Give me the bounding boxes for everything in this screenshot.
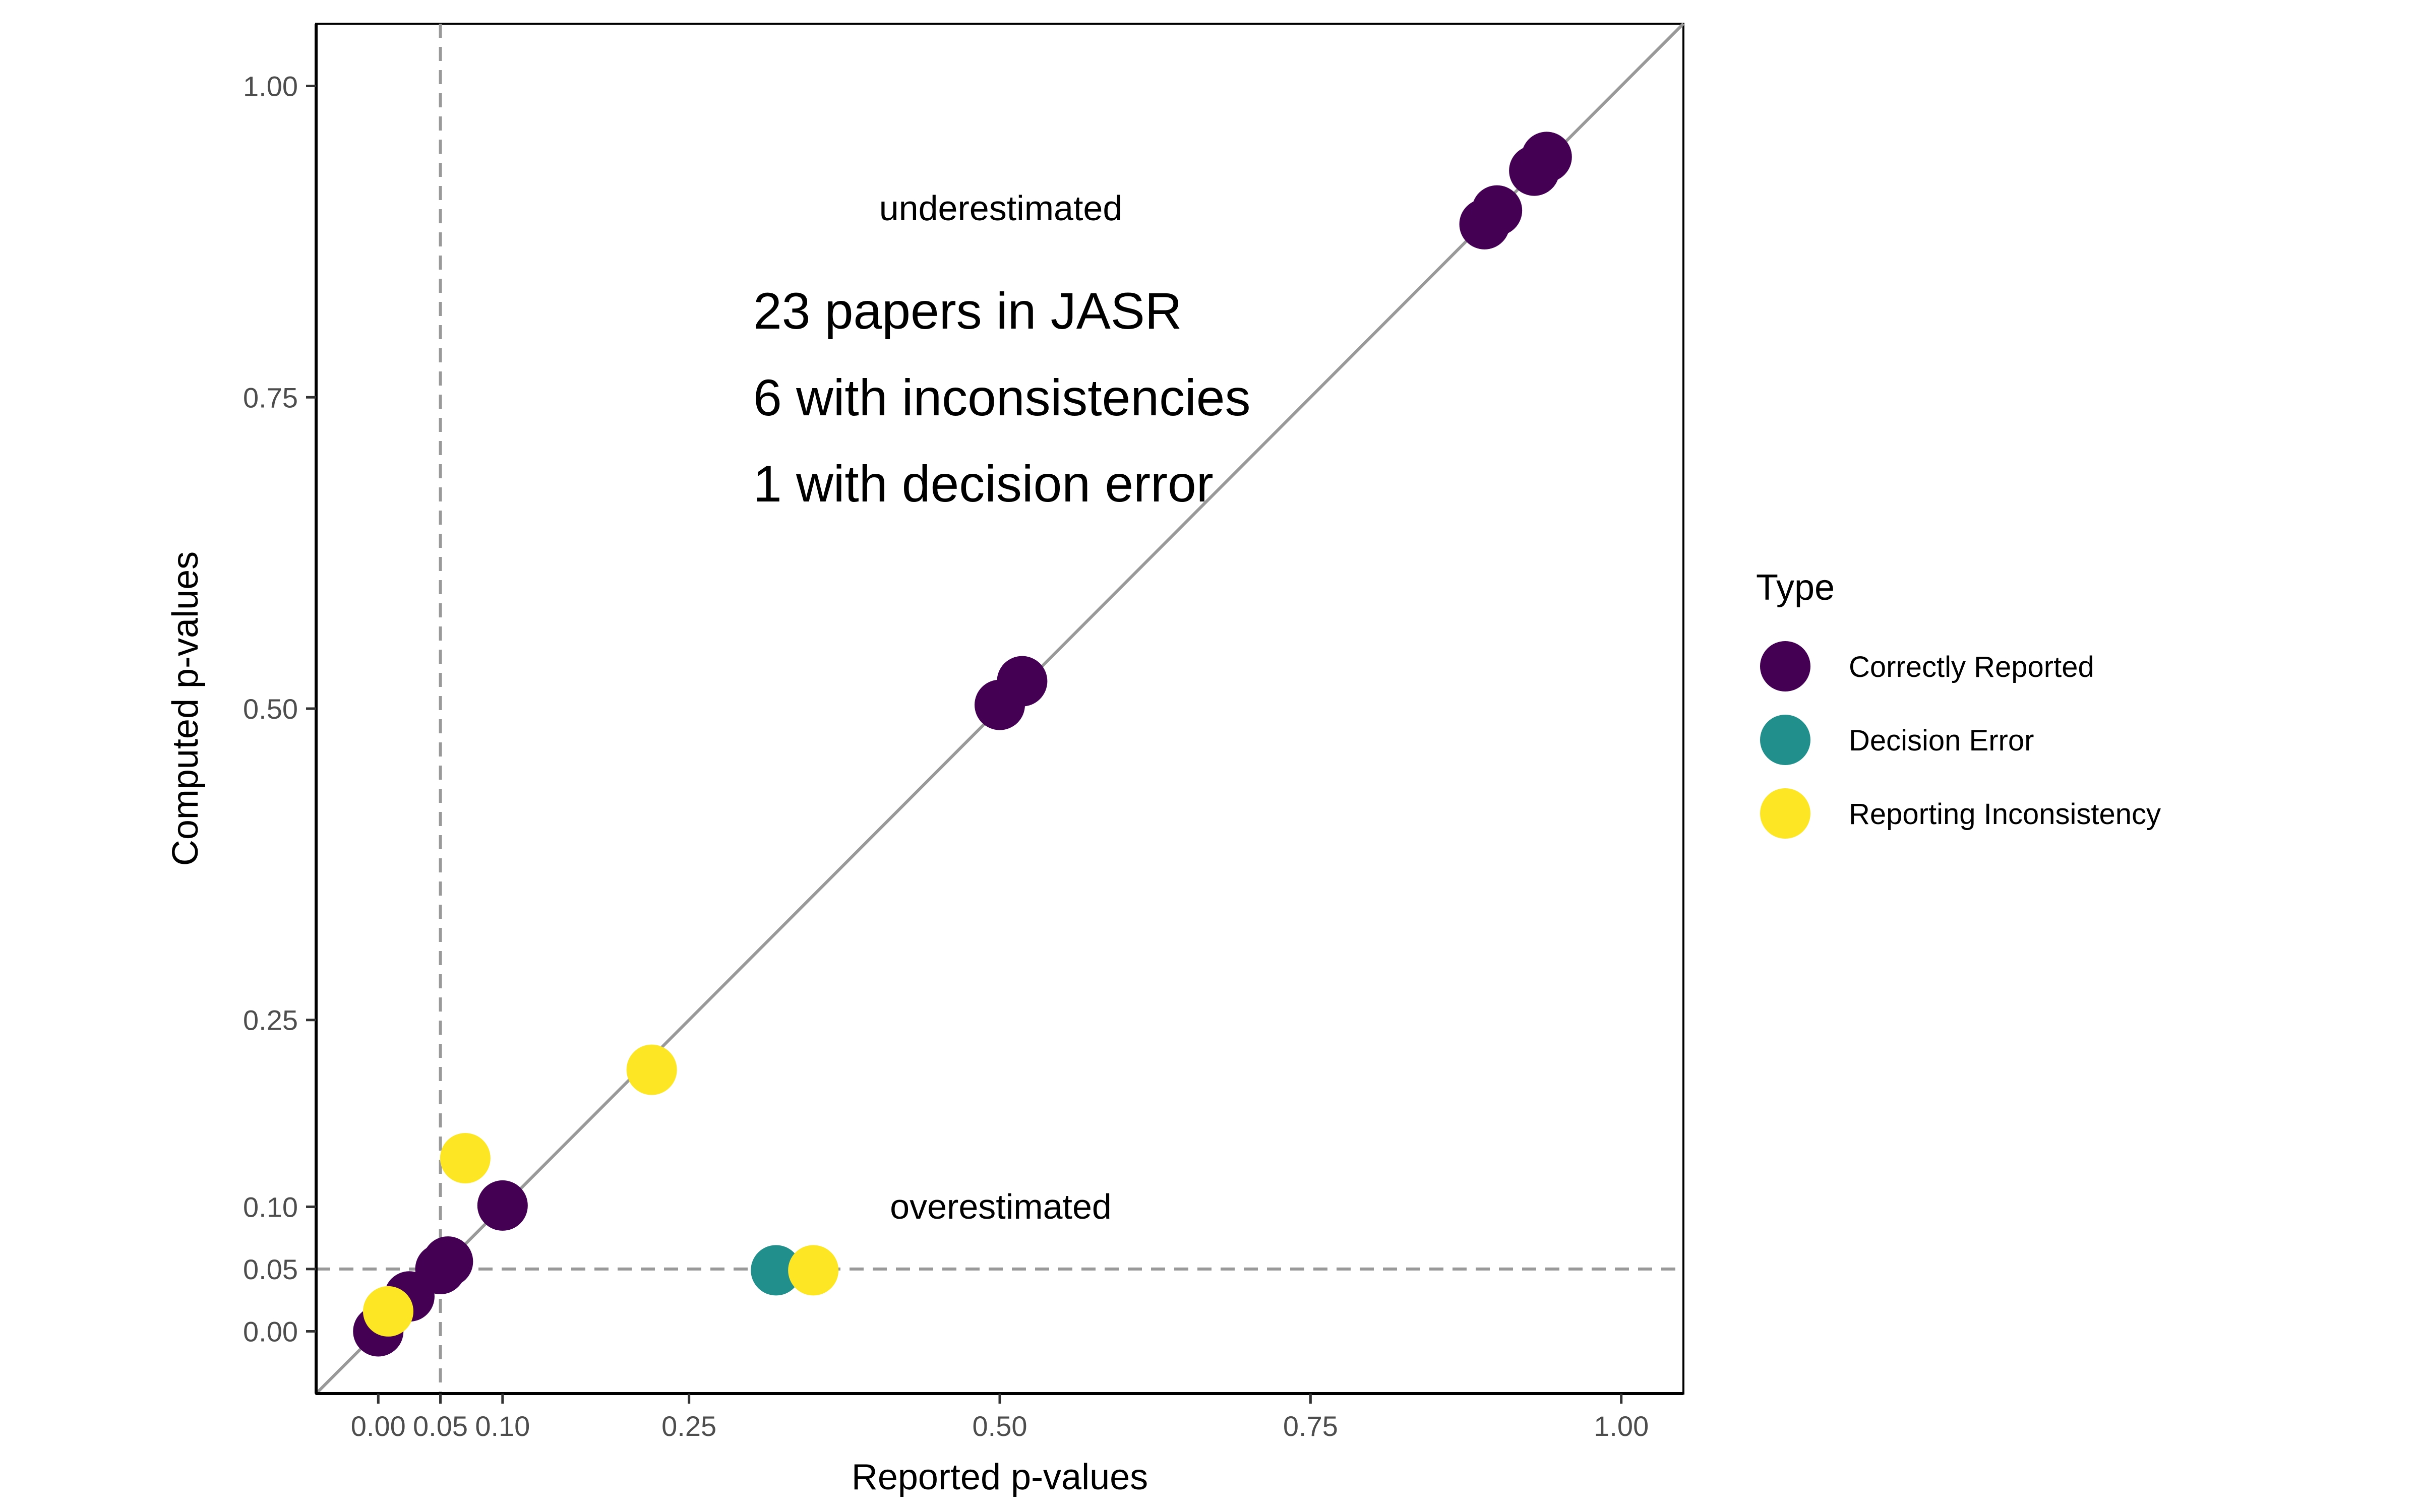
data-point bbox=[1472, 185, 1523, 236]
data-point bbox=[477, 1180, 528, 1231]
data-point bbox=[751, 1245, 802, 1296]
y-tick-label: 0.10 bbox=[243, 1191, 298, 1223]
x-tick-label: 1.00 bbox=[1594, 1410, 1649, 1442]
data-point bbox=[997, 656, 1048, 707]
data-point bbox=[788, 1245, 839, 1296]
x-tick-label: 0.50 bbox=[973, 1410, 1027, 1442]
y-tick-label: 0.05 bbox=[243, 1253, 298, 1285]
x-tick-label: 0.25 bbox=[661, 1410, 716, 1442]
legend-label: Correctly Reported bbox=[1849, 651, 2094, 683]
y-tick-label: 0.00 bbox=[243, 1315, 298, 1347]
legend-label: Reporting Inconsistency bbox=[1849, 798, 2161, 831]
y-axis: 0.00 0.05 0.10 0.25 0.50 0.75 1.00 bbox=[243, 24, 318, 1394]
y-tick-label: 0.25 bbox=[243, 1004, 298, 1036]
y-tick-label: 0.75 bbox=[243, 382, 298, 413]
annotation-summary-inconsistencies: 6 with inconsistencies bbox=[753, 369, 1250, 426]
legend-key bbox=[1760, 715, 1810, 765]
data-point bbox=[362, 1286, 413, 1337]
x-tick-label: 0.75 bbox=[1283, 1410, 1338, 1442]
x-tick-label: 0.10 bbox=[475, 1410, 530, 1442]
annotation-underestimated: underestimated bbox=[879, 188, 1123, 228]
data-point bbox=[422, 1236, 473, 1287]
y-tick-label: 0.50 bbox=[243, 693, 298, 725]
data-point bbox=[1521, 132, 1572, 182]
y-axis-title: Computed p-values bbox=[165, 551, 206, 866]
annotation-overestimated: overestimated bbox=[890, 1187, 1112, 1226]
legend-key bbox=[1760, 788, 1810, 839]
legend-title: Type bbox=[1756, 568, 1835, 608]
x-tick-label: 0.05 bbox=[413, 1410, 468, 1442]
x-axis-title: Reported p-values bbox=[852, 1457, 1148, 1497]
y-tick-label: 1.00 bbox=[243, 71, 298, 102]
x-axis: 0.00 0.05 0.10 0.25 0.50 0.75 1.00 bbox=[316, 1392, 1683, 1442]
legend: Type Correctly Reported Decision Error Rep… bbox=[1756, 568, 2161, 839]
annotation-summary-papers: 23 papers in JASR bbox=[753, 282, 1182, 340]
panel bbox=[315, 22, 1685, 1395]
data-points bbox=[353, 132, 1572, 1357]
data-point bbox=[440, 1132, 491, 1183]
legend-key bbox=[1760, 641, 1810, 691]
legend-label: Decision Error bbox=[1849, 724, 2034, 757]
data-point bbox=[626, 1044, 677, 1095]
x-tick-label: 0.00 bbox=[351, 1410, 406, 1442]
annotation-summary-decision-error: 1 with decision error bbox=[753, 455, 1214, 513]
